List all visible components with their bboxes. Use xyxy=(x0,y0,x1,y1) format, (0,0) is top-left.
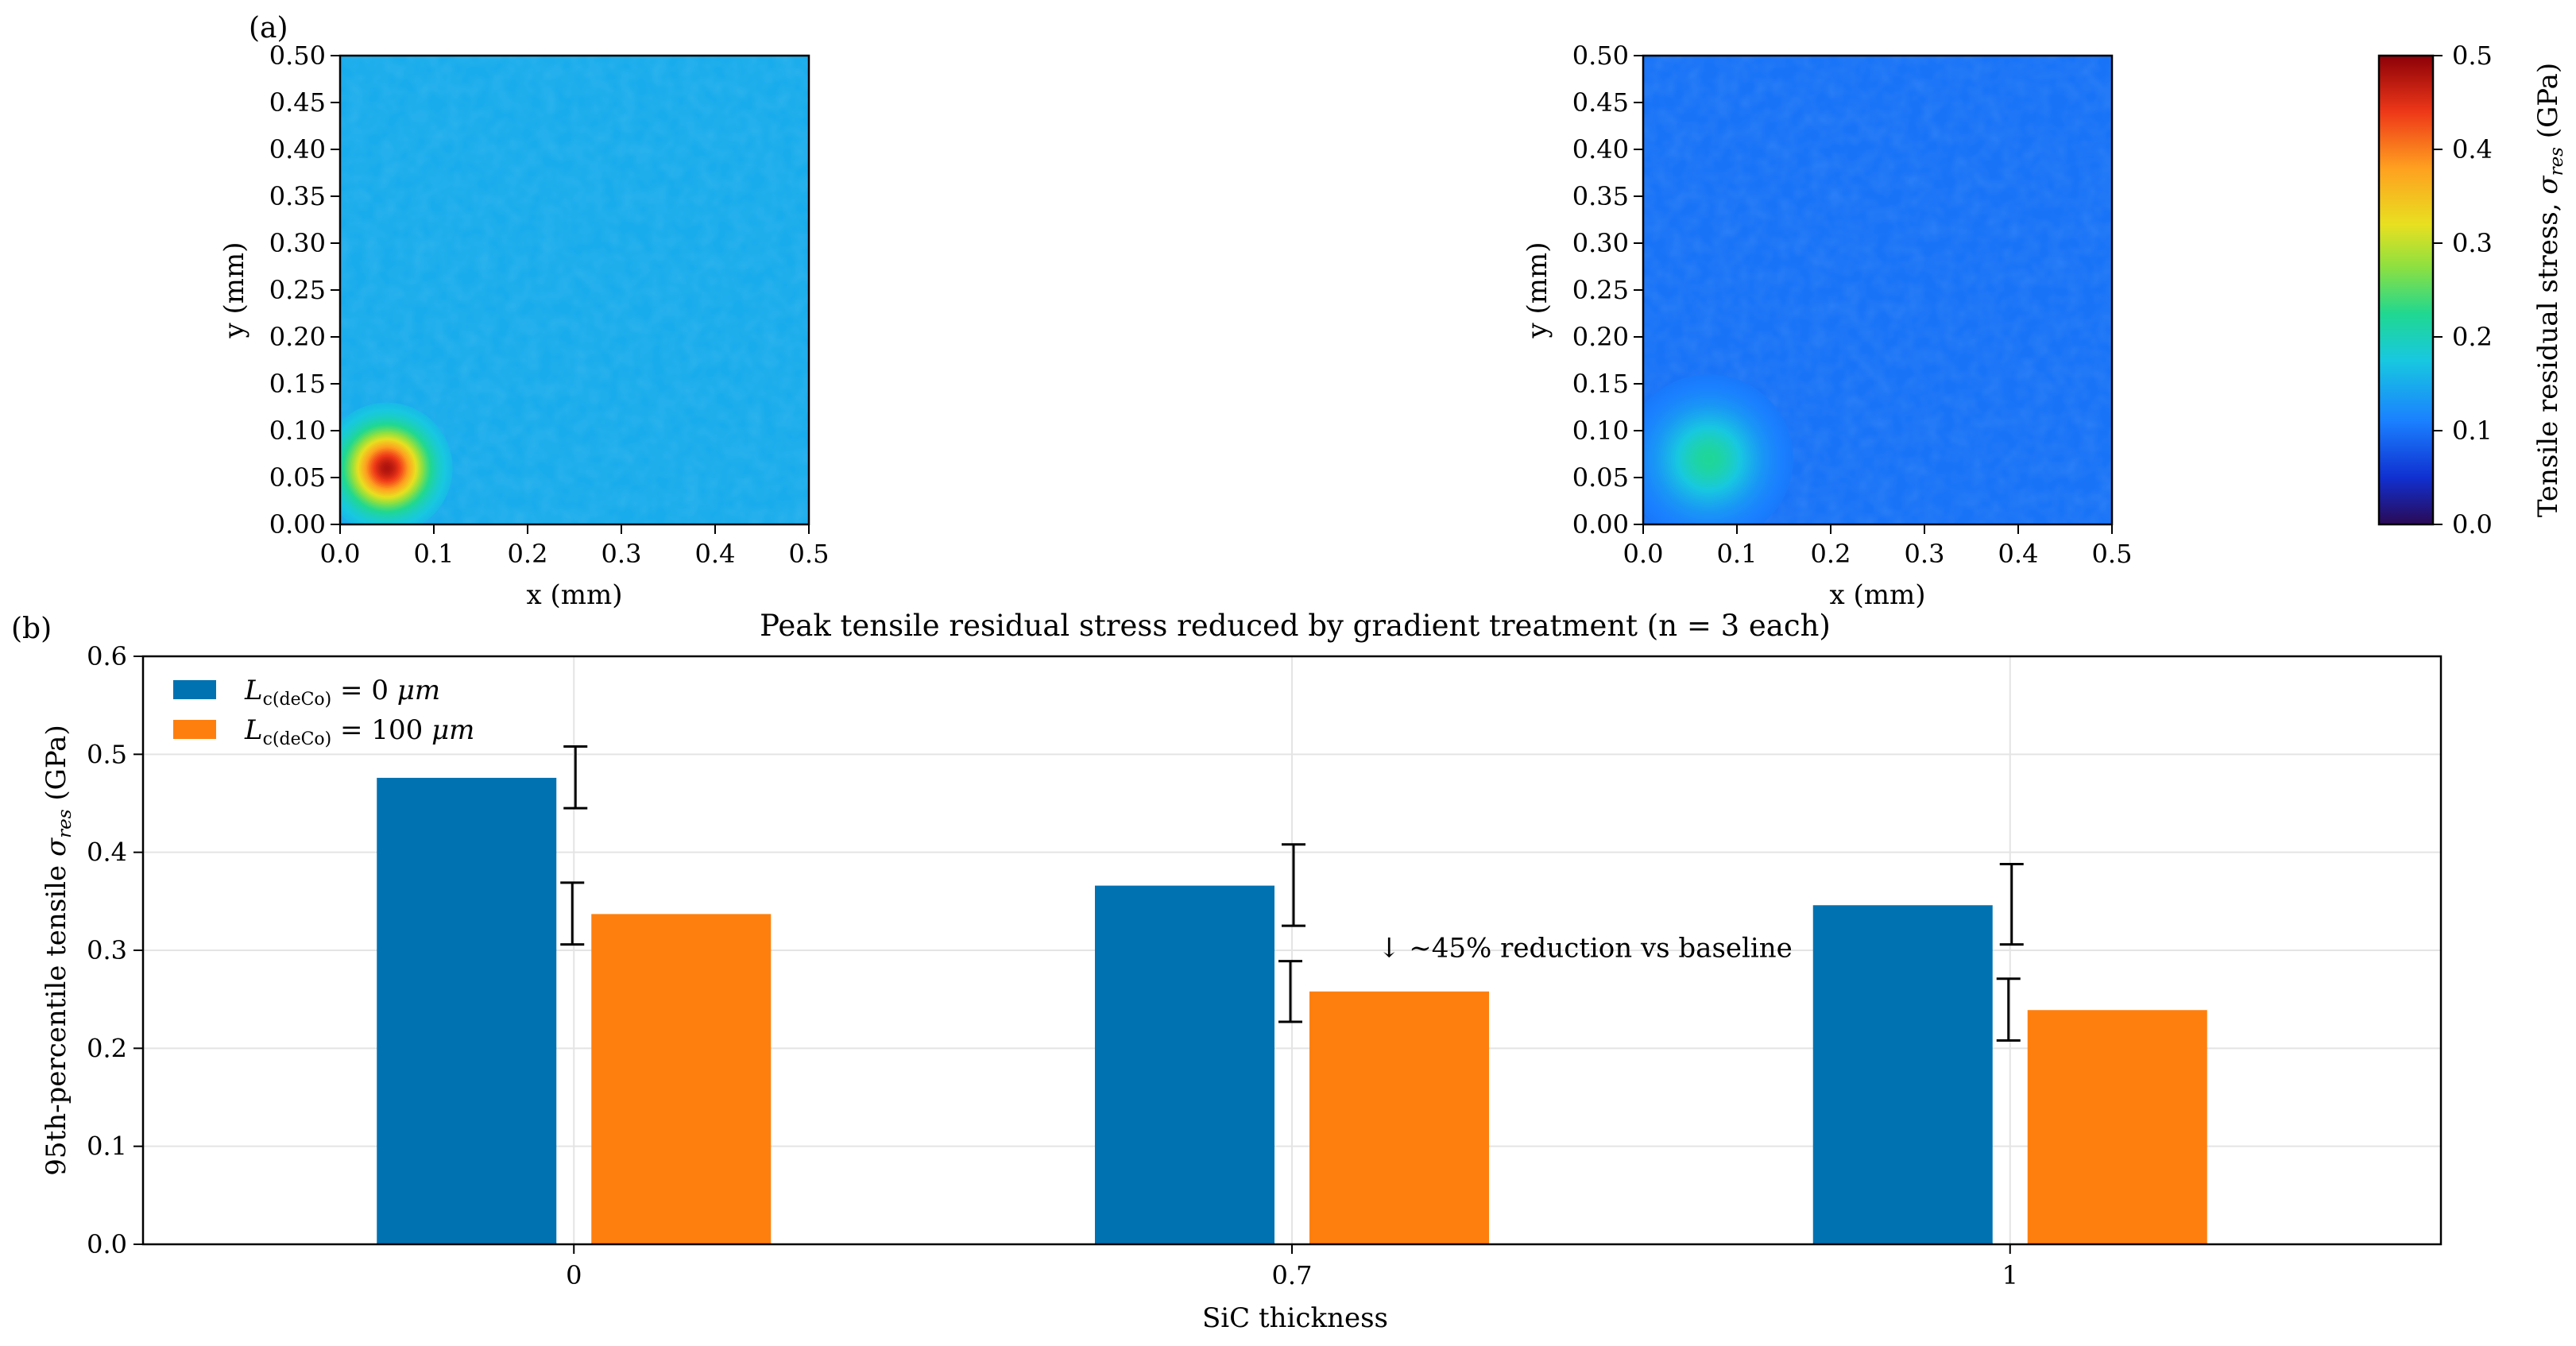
colorbar-ticks: 0.0 0.1 0.2 0.3 0.4 0.5 xyxy=(2433,41,2493,540)
bar-chart-xlabel: SiC thickness xyxy=(1202,1302,1388,1334)
y-tick-label: 0.00 xyxy=(1572,509,1629,540)
heatmap-left-ticks: 0.0 0.1 0.2 0.3 0.4 0.5 0.00 0.05 0.10 0.15 0.20 0.… xyxy=(269,41,830,569)
colorbar: 0.0 0.1 0.2 0.3 0.4 0.5 Tensile residual stre… xyxy=(2377,41,2567,540)
x-tick-label: 0.1 xyxy=(414,539,454,569)
panel-b-label: (b) xyxy=(11,613,52,645)
bar-chart-annotation: ↓ ~45% reduction vs baseline xyxy=(1378,933,1793,965)
x-tick-label: 0.5 xyxy=(789,539,830,569)
y-tick-label: 0.5 xyxy=(87,739,127,769)
y-tick-label: 0.50 xyxy=(1572,41,1629,71)
heatmap-left: 0.0 0.1 0.2 0.3 0.4 0.5 0.00 0.05 0.10 0.15 0.20 0.… xyxy=(219,41,829,611)
y-tick-label: 0.25 xyxy=(1572,275,1629,305)
y-tick-label: 0.45 xyxy=(269,87,326,118)
heatmap-right-xlabel: x (mm) xyxy=(1830,579,1926,611)
x-tick-label: 0.3 xyxy=(601,539,642,569)
colorbar-tick-label: 0.5 xyxy=(2452,41,2493,71)
legend-swatch-series-2 xyxy=(173,720,216,739)
y-tick-label: 0.35 xyxy=(269,181,326,211)
y-tick-label: 0.0 xyxy=(87,1229,127,1259)
bar xyxy=(591,914,772,1244)
x-tick-label: 0.4 xyxy=(1998,539,2039,569)
x-tick-label: 1 xyxy=(2002,1260,2018,1290)
colorbar-tick-label: 0.2 xyxy=(2452,322,2493,352)
heatmap-right-hotspot xyxy=(1643,374,1793,524)
y-tick-label: 0.35 xyxy=(1572,181,1629,211)
y-tick-label: 0.10 xyxy=(1572,416,1629,446)
heatmap-left-hotspot xyxy=(340,402,453,524)
y-tick-label: 0.15 xyxy=(1572,369,1629,399)
heatmap-right: 0.0 0.1 0.2 0.3 0.4 0.5 0.00 0.05 0.10 0.15 0.20 0.… xyxy=(1522,41,2132,611)
y-tick-label: 0.2 xyxy=(87,1033,127,1063)
x-tick-label: 0.1 xyxy=(1717,539,1758,569)
y-tick-label: 0.15 xyxy=(269,369,326,399)
x-tick-label: 0.0 xyxy=(320,539,361,569)
y-tick-label: 0.30 xyxy=(269,228,326,258)
bar-chart-error-bars xyxy=(560,745,2024,1042)
colorbar-tick-label: 0.0 xyxy=(2452,509,2493,540)
x-tick-label: 0.2 xyxy=(508,539,548,569)
y-tick-label: 0.45 xyxy=(1572,87,1629,118)
y-tick-label: 0.40 xyxy=(269,134,326,164)
y-tick-label: 0.50 xyxy=(269,41,326,71)
bar xyxy=(1309,991,1489,1244)
bar-chart: Peak tensile residual stress reduced by … xyxy=(41,609,2443,1334)
x-tick-label: 0 xyxy=(566,1260,582,1290)
colorbar-tick-label: 0.4 xyxy=(2452,134,2493,164)
bar xyxy=(377,777,557,1244)
heatmap-right-ylabel: y (mm) xyxy=(1522,242,1553,338)
colorbar-label: Tensile residual stress, σres (GPa) xyxy=(2532,63,2567,517)
y-tick-label: 0.25 xyxy=(269,275,326,305)
legend-label-series-1: Lc(deCo) = 0 μm xyxy=(244,675,440,710)
colorbar-tick-label: 0.3 xyxy=(2452,228,2493,258)
hotspot-ring xyxy=(385,466,389,470)
heatmap-right-ticks: 0.0 0.1 0.2 0.3 0.4 0.5 0.00 0.05 0.10 0.15 0.20 0.… xyxy=(1572,41,2133,569)
x-tick-label: 0.4 xyxy=(695,539,736,569)
colorbar-tick-label: 0.1 xyxy=(2452,416,2493,446)
y-tick-label: 0.05 xyxy=(1572,462,1629,493)
y-tick-label: 0.00 xyxy=(269,509,326,540)
bar-chart-bars xyxy=(377,777,2207,1244)
bar-chart-ticks: 0.0 0.1 0.2 0.3 0.4 0.5 0.6 0 0.7 1 xyxy=(87,641,2018,1290)
x-tick-label: 0.0 xyxy=(1623,539,1664,569)
y-tick-label: 0.6 xyxy=(87,641,127,671)
y-tick-label: 0.3 xyxy=(87,935,127,965)
bar xyxy=(1095,885,1274,1244)
heatmap-left-xlabel: x (mm) xyxy=(527,579,623,611)
panel-a-label: (a) xyxy=(249,12,288,44)
y-tick-label: 0.40 xyxy=(1572,134,1629,164)
y-tick-label: 0.30 xyxy=(1572,228,1629,258)
bar-chart-ylabel: 95th-percentile tensile σres (GPa) xyxy=(41,725,75,1175)
x-tick-label: 0.2 xyxy=(1811,539,1851,569)
heatmap-left-ylabel: y (mm) xyxy=(219,242,250,338)
y-tick-label: 0.20 xyxy=(269,322,326,352)
legend-swatch-series-1 xyxy=(173,680,216,699)
bar xyxy=(1812,905,1993,1244)
bar-chart-legend: Lc(deCo) = 0 μm Lc(deCo) = 100 μm xyxy=(173,675,474,749)
y-tick-label: 0.05 xyxy=(269,462,326,493)
x-tick-label: 0.5 xyxy=(2092,539,2133,569)
y-tick-label: 0.20 xyxy=(1572,322,1629,352)
legend-label-series-2: Lc(deCo) = 100 μm xyxy=(244,714,474,749)
y-tick-label: 0.4 xyxy=(87,837,127,868)
x-tick-label: 0.7 xyxy=(1272,1260,1313,1290)
colorbar-ramp xyxy=(2377,54,2435,526)
y-tick-label: 0.10 xyxy=(269,416,326,446)
bar-chart-title: Peak tensile residual stress reduced by … xyxy=(760,609,1831,643)
bar xyxy=(2027,1010,2207,1244)
hotspot-ring xyxy=(1706,456,1712,462)
y-tick-label: 0.1 xyxy=(87,1131,127,1162)
x-tick-label: 0.3 xyxy=(1905,539,1945,569)
